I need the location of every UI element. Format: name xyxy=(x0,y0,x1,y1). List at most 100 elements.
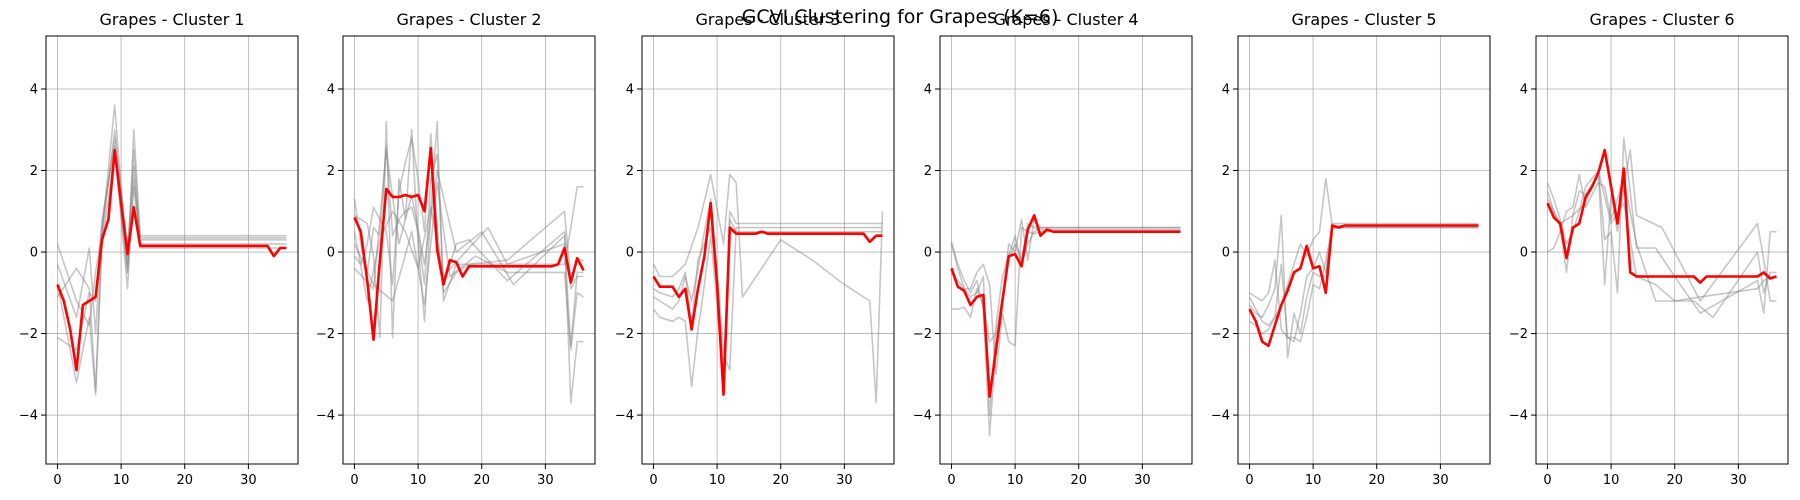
chart-panel-3: 0 10 20 30 −4 −2 0 2 4 Grapes - Cluster 3 xyxy=(615,10,895,488)
x-tick-label: 20 xyxy=(1666,473,1683,488)
chart-title: Grapes - Cluster 2 xyxy=(396,10,541,29)
y-tick-label: −2 xyxy=(913,327,932,342)
member-series-line xyxy=(353,149,584,404)
x-tick-label: 20 xyxy=(1368,473,1385,488)
y-tick-label: 4 xyxy=(1520,82,1528,97)
member-series-line xyxy=(1249,222,1479,343)
x-tick-label: 0 xyxy=(1245,473,1253,488)
y-tick-label: −2 xyxy=(316,327,335,342)
chart-title: Grapes - Cluster 5 xyxy=(1291,10,1436,29)
x-tick-label: 10 xyxy=(1603,473,1620,488)
y-tick-label: −2 xyxy=(1509,327,1528,342)
y-tick-label: 0 xyxy=(30,246,38,261)
y-tick-label: −4 xyxy=(615,409,634,424)
x-tick-label: 20 xyxy=(176,473,193,488)
y-tick-label: 0 xyxy=(1520,246,1528,261)
member-series-line xyxy=(1547,173,1777,319)
x-tick-label: 10 xyxy=(1305,473,1322,488)
x-tick-label: 10 xyxy=(410,473,427,488)
chart-title: Grapes - Cluster 4 xyxy=(993,10,1138,29)
centroid-series-line xyxy=(950,214,1181,399)
x-tick-label: 30 xyxy=(1730,473,1747,488)
member-series-line xyxy=(653,226,883,372)
x-tick-label: 30 xyxy=(537,473,554,488)
x-tick-label: 0 xyxy=(1543,473,1551,488)
centroid-series-line xyxy=(652,201,883,397)
x-tick-label: 20 xyxy=(1070,473,1087,488)
chart-title: Grapes - Cluster 1 xyxy=(99,10,244,29)
y-tick-label: 0 xyxy=(924,246,932,261)
member-series-line xyxy=(353,186,584,302)
y-tick-label: 4 xyxy=(327,82,335,97)
y-tick-label: 2 xyxy=(924,164,932,179)
y-tick-label: −4 xyxy=(913,409,932,424)
centroid-series-line xyxy=(1546,148,1777,284)
axes-frame xyxy=(1237,35,1491,465)
y-tick-label: 0 xyxy=(626,246,634,261)
axes-frame xyxy=(45,35,299,465)
y-tick-label: −4 xyxy=(1509,409,1528,424)
member-series-line xyxy=(1249,177,1479,335)
centroid-series-line xyxy=(1248,224,1479,348)
axes-frame xyxy=(939,35,1193,465)
axes-frame xyxy=(641,35,895,465)
member-series-line xyxy=(1248,214,1479,359)
centroid-series-line xyxy=(56,148,287,372)
x-tick-label: 30 xyxy=(1134,473,1151,488)
figure-suptitle: GCVI Clustering for Grapes (K=6) xyxy=(741,6,1059,28)
x-tick-label: 30 xyxy=(240,473,257,488)
x-tick-label: 0 xyxy=(947,473,955,488)
chart-panel-2: 0 10 20 30 −4 −2 0 2 4 Grapes - Cluster 2 xyxy=(316,10,596,488)
x-tick-label: 0 xyxy=(649,473,657,488)
member-series-line xyxy=(354,120,584,347)
chart-panel-4: 0 10 20 30 −4 −2 0 2 4 Grapes - Cluster 4 xyxy=(913,10,1193,488)
y-tick-label: 2 xyxy=(626,164,634,179)
member-series-line xyxy=(652,173,884,404)
x-tick-label: 10 xyxy=(709,473,726,488)
member-series-line xyxy=(1546,149,1777,302)
chart-title: Grapes - Cluster 6 xyxy=(1589,10,1734,29)
x-tick-label: 0 xyxy=(53,473,61,488)
member-series-line xyxy=(1546,137,1777,315)
member-series-line xyxy=(57,145,287,351)
y-tick-label: 4 xyxy=(924,82,932,97)
y-tick-label: 2 xyxy=(1222,164,1230,179)
member-series-line xyxy=(950,226,1181,416)
y-tick-label: −4 xyxy=(1211,409,1230,424)
member-series-line xyxy=(1248,226,1479,343)
axes-frame xyxy=(342,35,596,465)
member-series-line xyxy=(56,153,287,396)
y-tick-label: 4 xyxy=(30,82,38,97)
chart-panel-1: 0 10 20 30 −4 −2 0 2 4 Grapes - Cluster 1 xyxy=(19,10,299,488)
y-tick-label: −4 xyxy=(19,409,38,424)
x-tick-label: 30 xyxy=(1432,473,1449,488)
member-series-line xyxy=(56,129,287,392)
y-tick-label: 2 xyxy=(327,164,335,179)
member-series-line xyxy=(56,137,287,335)
y-tick-label: 4 xyxy=(1222,82,1230,97)
x-tick-label: 20 xyxy=(772,473,789,488)
member-series-line xyxy=(950,226,1181,376)
chart-panel-5: 0 10 20 30 −4 −2 0 2 4 Grapes - Cluster 5 xyxy=(1211,10,1491,488)
y-tick-label: 4 xyxy=(626,82,634,97)
member-series-line xyxy=(353,181,584,351)
x-tick-label: 10 xyxy=(113,473,130,488)
y-tick-label: 0 xyxy=(327,246,335,261)
x-tick-label: 0 xyxy=(350,473,358,488)
y-tick-label: −4 xyxy=(316,409,335,424)
member-series-line xyxy=(353,145,584,290)
axes-frame xyxy=(1535,35,1789,465)
x-tick-label: 30 xyxy=(836,473,853,488)
chart-panel-6: 0 10 20 30 −4 −2 0 2 4 Grapes - Cluster 6 xyxy=(1509,10,1789,488)
y-tick-label: 0 xyxy=(1222,246,1230,261)
x-tick-label: 10 xyxy=(1007,473,1024,488)
y-tick-label: 2 xyxy=(1520,164,1528,179)
y-tick-label: −2 xyxy=(615,327,634,342)
centroid-series-line xyxy=(353,146,585,342)
y-tick-label: −2 xyxy=(19,327,38,342)
y-tick-label: 2 xyxy=(30,164,38,179)
chart-title: Grapes - Cluster 3 xyxy=(695,10,840,29)
y-tick-label: −2 xyxy=(1211,327,1230,342)
x-tick-label: 20 xyxy=(473,473,490,488)
